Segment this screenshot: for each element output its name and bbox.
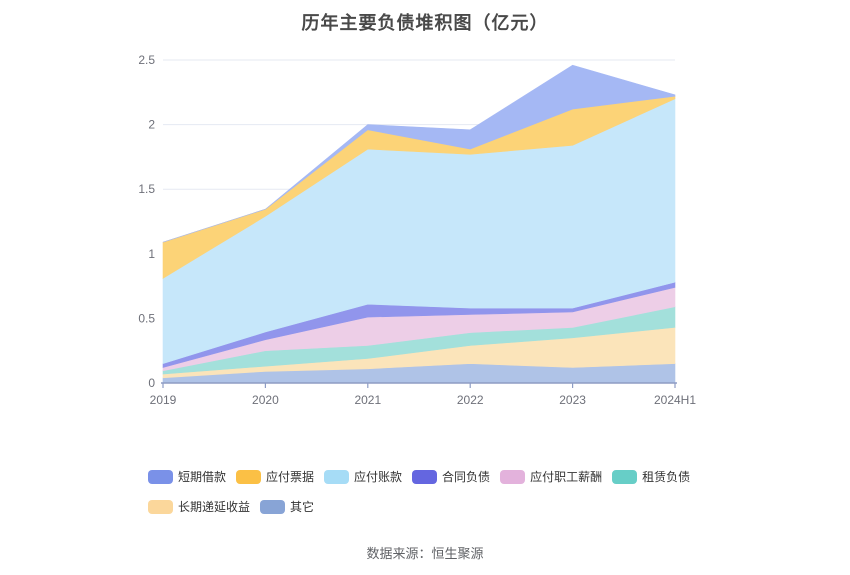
legend-item-租赁负债[interactable]: 租赁负债 [612,470,690,484]
data-source-caption: 数据来源：恒生聚源 [366,546,484,561]
legend-swatch-icon [324,470,350,484]
x-tick-label: 2020 [252,393,279,407]
stacked-area-chart: 0 0.5 1 1.5 2 2.5 2019 2020 2021 2022 20… [138,53,697,407]
legend-label: 短期借款 [178,470,227,484]
legend-item-应付账款[interactable]: 应付账款 [324,470,402,484]
legend-label: 应付票据 [266,470,315,484]
chart-title: 历年主要负债堆积图（亿元） [301,13,549,33]
x-axis [161,382,677,388]
y-tick-label: 1.5 [138,182,155,196]
y-tick-label: 1 [148,247,155,261]
legend-swatch-icon [612,470,638,484]
legend-swatch-icon [412,470,438,484]
legend-swatch-icon [148,500,173,514]
legend-item-其它[interactable]: 其它 [260,500,314,514]
legend-label: 应付账款 [354,470,403,484]
y-tick-label: 0.5 [138,311,155,325]
legend-swatch-icon [260,500,286,514]
x-tick-label: 2021 [354,393,381,407]
legend-item-合同负债[interactable]: 合同负债 [412,470,490,484]
y-tick-label: 2 [148,118,155,132]
y-axis-labels: 0 0.5 1 1.5 2 2.5 [138,53,155,390]
legend-swatch-icon [500,470,526,484]
legend-item-长期递延收益[interactable]: 长期递延收益 [148,500,250,514]
legend-label: 其它 [290,500,315,514]
legend-item-应付职工薪酬[interactable]: 应付职工薪酬 [500,470,602,484]
y-tick-label: 0 [148,376,155,390]
legend-item-应付票据[interactable]: 应付票据 [236,470,314,484]
legend-label: 租赁负债 [642,470,691,484]
x-axis-labels: 2019 2020 2021 2022 2023 2024H1 [150,393,697,407]
chart-legend: 短期借款 应付票据 应付账款 合同负债 应付职工薪酬 租赁负债长期递延收益 其它 [148,470,728,514]
x-tick-label: 2019 [150,393,177,407]
legend-label: 合同负债 [442,470,491,484]
stacked-areas [162,64,676,384]
x-tick-label: 2024H1 [654,393,696,407]
y-tick-label: 2.5 [138,53,155,67]
legend-swatch-icon [148,470,173,484]
x-tick-label: 2022 [457,393,484,407]
legend-swatch-icon [236,470,262,484]
legend-label: 应付职工薪酬 [530,470,603,484]
legend-label: 长期递延收益 [178,500,251,514]
legend-item-短期借款[interactable]: 短期借款 [148,470,226,484]
x-tick-label: 2023 [559,393,586,407]
area-短期借款[interactable] [162,64,676,243]
